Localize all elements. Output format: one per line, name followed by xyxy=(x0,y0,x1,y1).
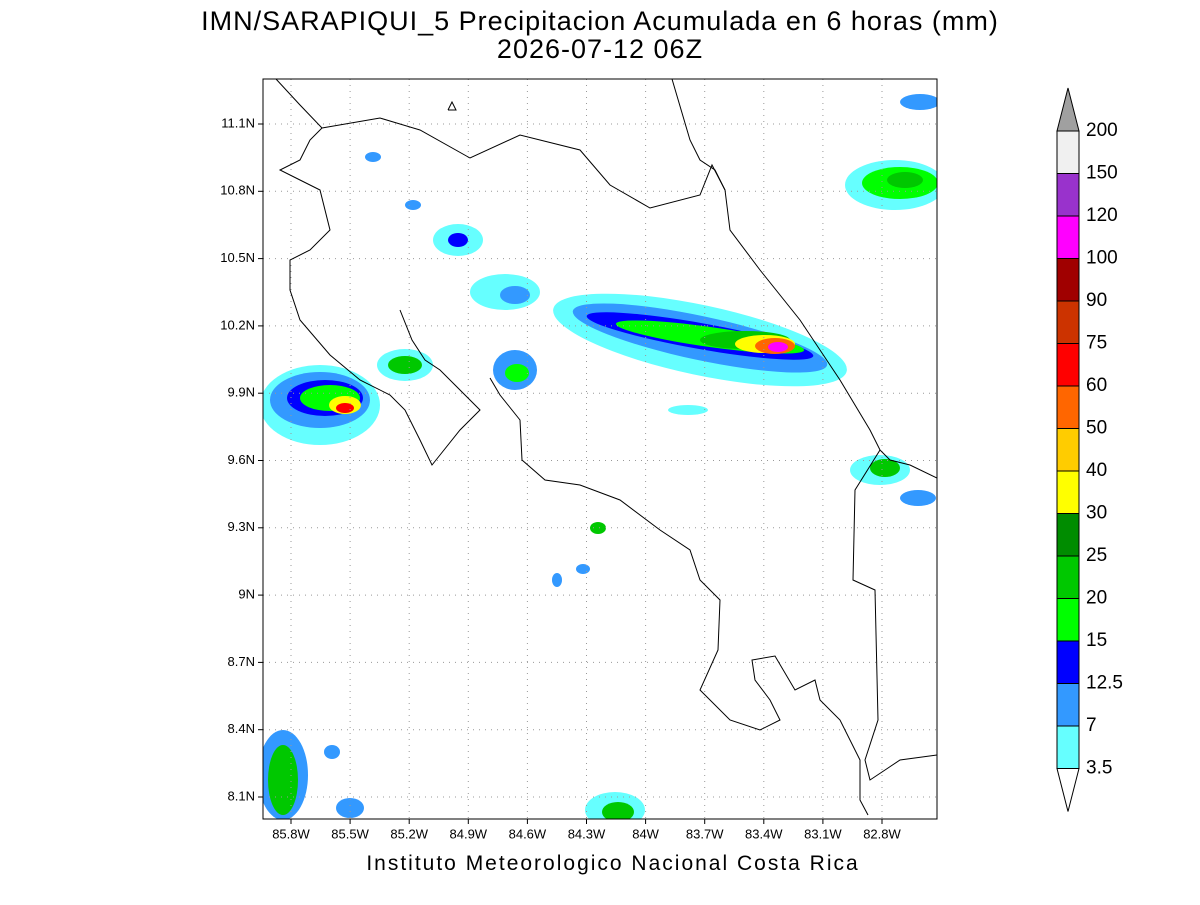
colorbar-box xyxy=(1056,385,1080,429)
colorbar-overflow xyxy=(1056,87,1080,132)
subtitle: 2026-07-12 06Z xyxy=(497,34,703,64)
colorbar-box xyxy=(1056,258,1080,302)
colorbar-label: 25 xyxy=(1086,545,1107,566)
lon-label: 84.6W xyxy=(509,826,547,841)
lat-label: 10.5N xyxy=(220,250,255,265)
footer: Instituto Meteorologico Nacional Costa R… xyxy=(366,852,859,875)
lon-label: 85.2W xyxy=(390,826,428,841)
colorbar-label: 15 xyxy=(1086,630,1107,651)
colorbar-box xyxy=(1056,513,1080,557)
colorbar-underflow xyxy=(1056,768,1080,812)
colorbar-label: 75 xyxy=(1086,333,1107,354)
lon-label: 83.7W xyxy=(686,826,724,841)
colorbar-box xyxy=(1056,215,1080,259)
colorbar-box xyxy=(1056,598,1080,642)
colorbar-label: 50 xyxy=(1086,418,1107,439)
colorbar-box xyxy=(1056,555,1080,599)
precipitation xyxy=(263,94,937,819)
colorbar-label: 3.5 xyxy=(1086,758,1112,779)
lon-label: 84.9W xyxy=(450,826,488,841)
colorbar-label: 30 xyxy=(1086,503,1107,524)
lat-label: 8.7N xyxy=(228,654,255,669)
colorbar-label: 200 xyxy=(1086,120,1118,141)
colorbar-label: 90 xyxy=(1086,290,1107,311)
grid xyxy=(263,79,937,819)
lat-label: 11.1N xyxy=(221,115,255,130)
title: IMN/SARAPIQUI_5 Precipitacion Acumulada … xyxy=(201,6,999,36)
map-frame xyxy=(262,78,938,820)
lon-label: 82.8W xyxy=(863,826,901,841)
lon-label: 85.5W xyxy=(331,826,369,841)
colorbar-box xyxy=(1056,640,1080,684)
colorbar-box xyxy=(1056,725,1080,769)
colorbar-box xyxy=(1056,300,1080,344)
colorbar-label: 12.5 xyxy=(1086,673,1123,694)
coastlines xyxy=(275,79,937,816)
colorbar-label: 150 xyxy=(1086,163,1118,184)
colorbar-label: 60 xyxy=(1086,375,1107,396)
lon-label: 83.1W xyxy=(804,826,842,841)
lon-label: 83.4W xyxy=(745,826,783,841)
colorbar-label: 40 xyxy=(1086,460,1107,481)
colorbar-label: 7 xyxy=(1086,715,1097,736)
map xyxy=(263,79,937,819)
colorbar: 200 150 120 100 90 75 60 50 40 30 25 20 15 12.5 7 3.5 xyxy=(1056,87,1123,812)
lon-label: 84W xyxy=(632,826,659,841)
lat-label: 9.6N xyxy=(228,452,255,467)
colorbar-box xyxy=(1056,343,1080,387)
lat-label: 9.3N xyxy=(228,519,255,534)
lon-label: 84.3W xyxy=(568,826,606,841)
lat-label: 8.4N xyxy=(228,721,255,736)
lat-label: 10.8N xyxy=(220,183,255,198)
lat-label: 9.9N xyxy=(228,385,255,400)
colorbar-label: 120 xyxy=(1086,205,1118,226)
lat-label: 10.2N xyxy=(220,317,255,332)
lon-label: 85.8W xyxy=(272,826,310,841)
lat-label: 9N xyxy=(238,587,255,602)
colorbar-box xyxy=(1056,428,1080,472)
colorbar-label: 20 xyxy=(1086,588,1107,609)
lat-label: 8.1N xyxy=(228,788,255,803)
colorbar-box xyxy=(1056,470,1080,514)
colorbar-box xyxy=(1056,173,1080,217)
colorbar-box xyxy=(1056,130,1080,174)
colorbar-box xyxy=(1056,683,1080,727)
colorbar-label: 100 xyxy=(1086,248,1118,269)
